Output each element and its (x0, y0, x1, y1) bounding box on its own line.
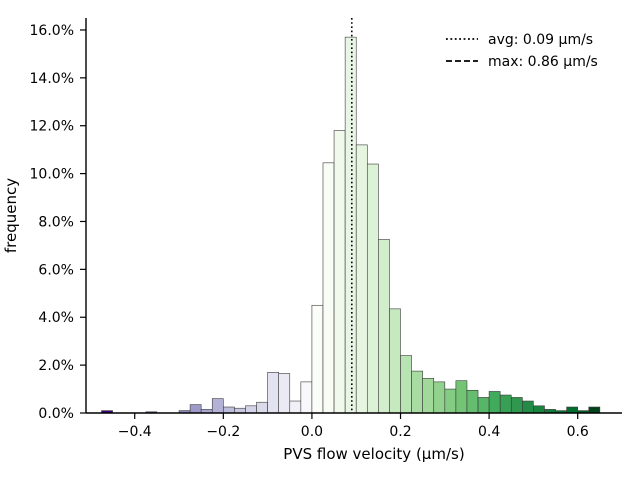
y-tick-label-3: 6.0% (38, 262, 74, 278)
histogram-bar-10 (211, 398, 224, 414)
histogram-bar-22 (344, 36, 357, 414)
y-tick-label-8: 16.0% (30, 23, 74, 39)
y-tick-label-7: 14.0% (30, 71, 74, 87)
legend: avg: 0.09 µm/s max: 0.86 µm/s (446, 32, 598, 70)
legend-label-dotted: avg: 0.09 µm/s (488, 32, 593, 48)
histogram-bars (101, 36, 601, 414)
histogram-bar-42 (566, 406, 579, 414)
histogram-bar-29 (422, 377, 435, 414)
histogram-bar-27 (400, 355, 412, 414)
histogram-bar-36 (499, 394, 512, 414)
y-tick-label-6: 12.0% (30, 119, 74, 135)
histogram-bar-35 (488, 391, 501, 414)
histogram-bar-38 (522, 400, 534, 414)
histogram-bar-19 (311, 304, 324, 414)
histogram-bar-13 (245, 405, 257, 414)
x-tick-label-4: 0.4 (478, 424, 500, 440)
histogram-bar-18 (300, 381, 313, 414)
histogram-bar-16 (278, 373, 291, 414)
histogram-bar-31 (444, 388, 457, 414)
histogram-bar-37 (510, 397, 523, 414)
histogram-bar-21 (333, 130, 346, 414)
histogram-bar-24 (366, 163, 379, 414)
x-ticks: −0.4 −0.2 0.0 0.2 0.4 0.6 (118, 413, 589, 440)
histogram-bar-23 (355, 144, 368, 414)
y-axis-label: frequency (2, 178, 20, 253)
y-tick-label-4: 8.0% (38, 214, 74, 230)
x-tick-label-5: 0.6 (567, 424, 589, 440)
histogram-bar-32 (455, 380, 468, 414)
histogram-bar-25 (378, 239, 390, 414)
histogram-bar-33 (466, 389, 479, 414)
histogram-bar-15 (267, 372, 279, 414)
histogram-bar-20 (322, 162, 335, 414)
x-tick-label-1: −0.2 (206, 424, 240, 440)
x-tick-label-0: −0.4 (118, 424, 152, 440)
y-tick-label-5: 10.0% (30, 167, 74, 183)
histogram-bar-11 (223, 406, 235, 414)
x-tick-label-3: 0.2 (389, 424, 411, 440)
x-tick-label-2: 0.0 (301, 424, 323, 440)
legend-label-dashed: max: 0.86 µm/s (488, 54, 598, 70)
histogram-bar-14 (256, 401, 268, 414)
x-axis-label: PVS flow velocity (µm/s) (283, 445, 464, 463)
histogram-bar-8 (189, 404, 202, 414)
histogram-bar-34 (477, 397, 490, 414)
y-tick-label-1: 2.0% (38, 358, 74, 374)
histogram-bar-26 (389, 308, 401, 414)
histogram-bar-28 (411, 370, 423, 414)
histogram-bar-30 (433, 381, 446, 414)
axes (85, 18, 622, 414)
y-tick-label-0: 0.0% (38, 406, 74, 422)
histogram-bar-12 (234, 407, 246, 414)
histogram-bar-39 (533, 405, 545, 414)
histogram-bar-17 (289, 400, 302, 414)
y-ticks: 0.0% 2.0% 4.0% 6.0% 8.0% 10.0% 12.0% 14.0% 16.0% (30, 23, 86, 422)
histogram-bar-44 (588, 406, 601, 414)
y-tick-label-2: 4.0% (38, 310, 74, 326)
